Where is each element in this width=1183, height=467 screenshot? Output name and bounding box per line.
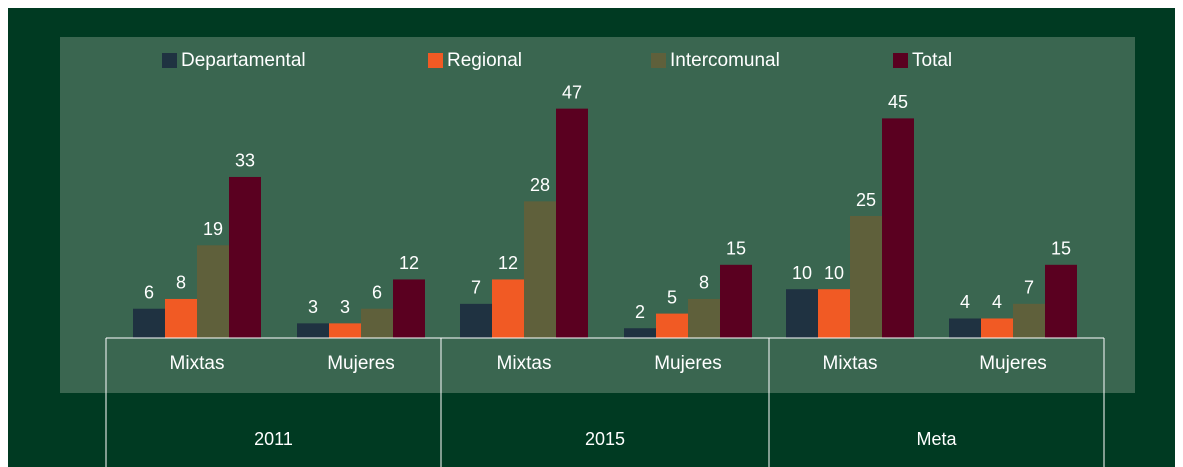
group-label: Meta [916,429,957,449]
value-label: 8 [176,273,186,293]
value-label: 12 [399,253,419,273]
legend-label: Departamental [181,50,306,71]
group-label: 2015 [585,429,625,449]
bar [524,201,556,338]
value-label: 2 [635,302,645,322]
bar [1013,303,1045,338]
bar [133,308,165,338]
bar [460,303,492,338]
value-label: 4 [960,292,970,312]
bar [850,216,882,338]
bar [329,323,361,338]
bar [229,176,261,338]
bar [165,298,197,338]
value-label: 19 [203,219,223,239]
value-label: 4 [992,292,1002,312]
x-tick-label: Mujeres [327,353,395,374]
bar [297,323,329,338]
bar [556,108,588,338]
value-label: 6 [144,282,154,302]
value-label: 15 [726,239,746,259]
bar [492,279,524,338]
value-label: 28 [530,175,550,195]
bar [949,318,981,338]
value-label: 12 [498,253,518,273]
legend-swatch [651,53,666,68]
legend-label: Intercomunal [670,50,780,71]
bar [197,245,229,338]
value-label: 10 [792,263,812,283]
bar [656,313,688,338]
x-tick-label: Mixtas [170,353,225,374]
value-label: 6 [372,282,382,302]
value-label: 7 [471,278,481,298]
legend-swatch [162,53,177,68]
value-label: 25 [856,190,876,210]
value-label: 7 [1024,278,1034,298]
value-label: 45 [888,92,908,112]
bar [882,118,914,339]
legend-swatch [428,53,443,68]
bar [688,298,720,338]
value-label: 3 [308,297,318,317]
value-label: 3 [340,297,350,317]
value-label: 8 [699,273,709,293]
legend-label: Regional [447,50,522,71]
x-tick-label: Mixtas [823,353,878,374]
legend-label: Total [912,50,952,71]
bar [981,318,1013,338]
plot-panel [60,37,1135,393]
x-tick-label: Mixtas [497,353,552,374]
legend-swatch [893,53,908,68]
group-label: 2011 [254,429,293,449]
x-tick-label: Mujeres [654,353,722,374]
value-label: 10 [824,263,844,283]
bar [786,289,818,338]
bar [818,289,850,338]
value-label: 5 [667,287,677,307]
value-label: 33 [235,151,255,171]
bar [393,279,425,338]
bar [624,328,656,338]
value-label: 15 [1051,239,1071,259]
value-label: 47 [562,82,582,102]
bar [361,308,393,338]
bar [720,264,752,338]
bar [1045,264,1077,338]
x-tick-label: Mujeres [979,353,1047,374]
